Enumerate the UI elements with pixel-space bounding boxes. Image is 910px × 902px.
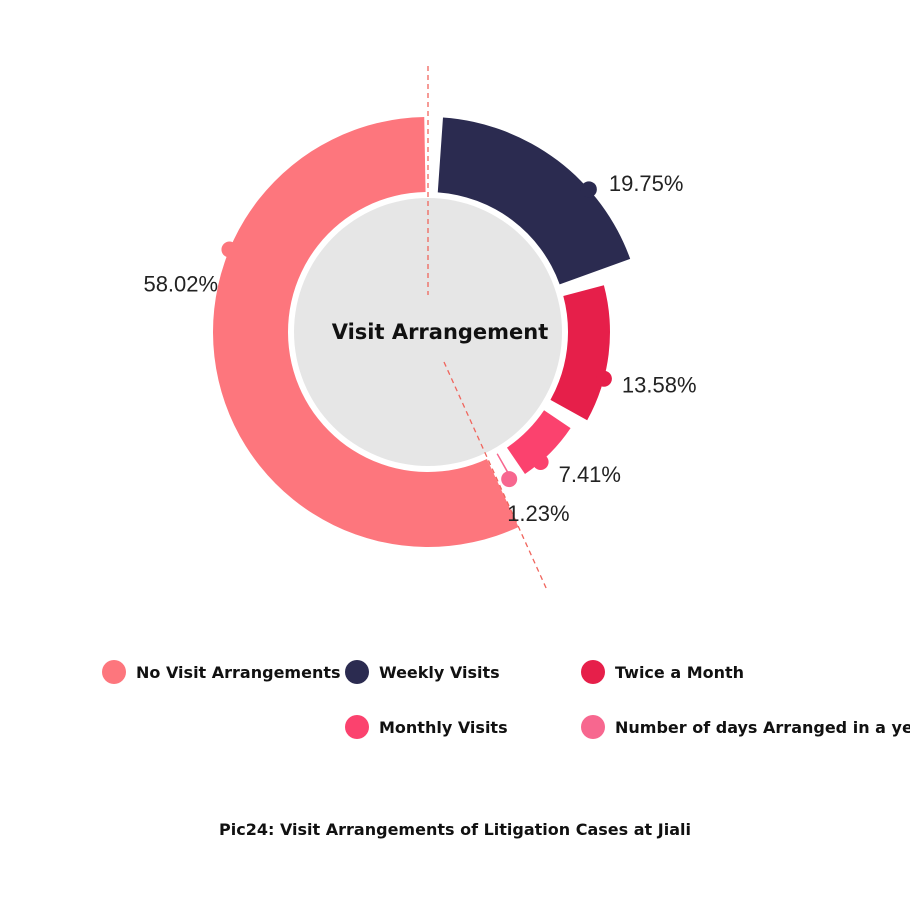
legend-swatch [345, 660, 369, 684]
percentage-label: 7.41% [559, 462, 621, 487]
percentage-label: 13.58% [622, 373, 697, 398]
slice-weekly-visits [437, 117, 631, 285]
percentage-label: 58.02% [143, 271, 218, 296]
legend-item: Weekly Visits [345, 660, 500, 684]
center-disc [294, 198, 562, 466]
legend-swatch [345, 715, 369, 739]
slice-monthly-visits [506, 410, 571, 475]
legend-swatch [581, 660, 605, 684]
legend-swatch [102, 660, 126, 684]
percentage-label: 19.75% [609, 171, 684, 196]
percentage-labels: 19.75% 13.58% 7.41% 1.23% 58.02% [143, 171, 696, 526]
legend-label: Weekly Visits [379, 662, 500, 682]
label-dot [595, 370, 612, 387]
legend-item: Twice a Month [581, 660, 744, 684]
legend-label: Monthly Visits [379, 717, 508, 737]
donut-chart: 19.75% 13.58% 7.41% 1.23% 58.02% Visit Arran… [143, 66, 697, 591]
center-title: Visit Arrangement [332, 320, 549, 344]
legend-label: Twice a Month [615, 662, 745, 682]
legend-item: Monthly Visits [345, 715, 508, 739]
label-dot [532, 454, 549, 471]
legend-label: Number of days Arranged in a year [615, 717, 910, 737]
legend-item: No Visit Arrangements [102, 660, 341, 684]
slice-no-visit-arrangements [212, 117, 519, 547]
label-dot [580, 181, 597, 198]
label-dot [501, 471, 518, 488]
slice-twice-a-month [550, 285, 610, 421]
guide-line-bottom [443, 361, 548, 591]
percentage-label: 1.23% [507, 501, 569, 526]
legend-item: Number of days Arranged in a year [581, 715, 910, 739]
legend-label: No Visit Arrangements [136, 662, 341, 682]
label-dot [221, 241, 238, 258]
label-dots [221, 181, 612, 488]
legend-swatch [581, 715, 605, 739]
donut-slices [212, 117, 631, 547]
figure-caption: Pic24: Visit Arrangements of Litigation … [219, 820, 691, 839]
